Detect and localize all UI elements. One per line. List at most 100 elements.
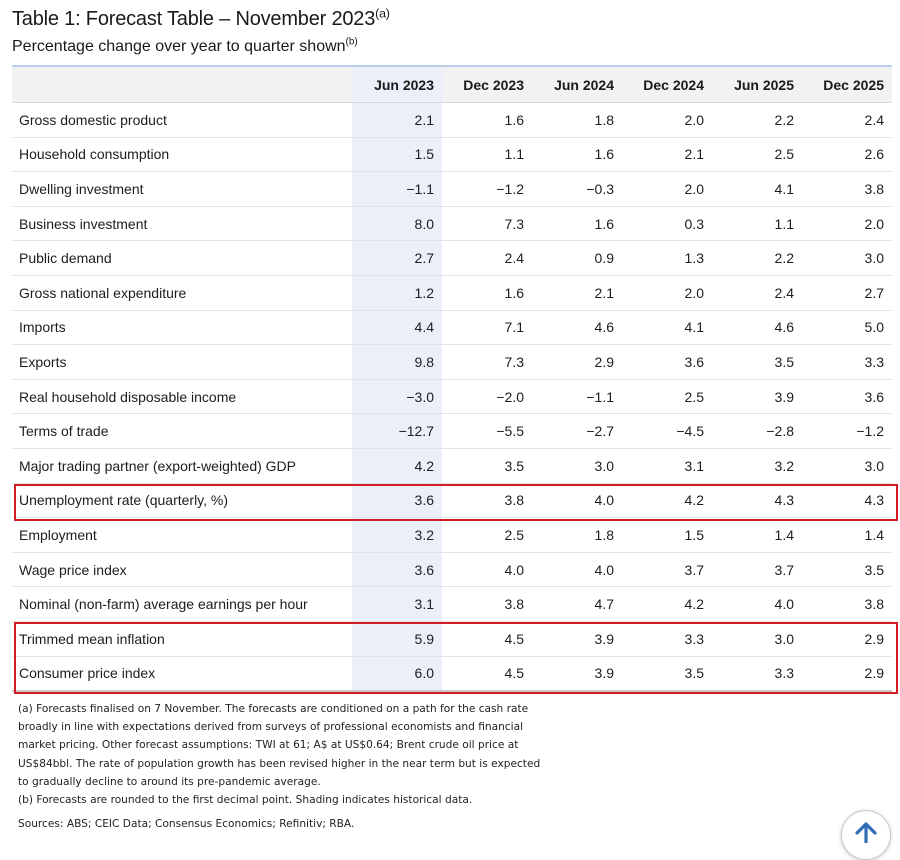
table-cell: −4.5 xyxy=(622,413,712,449)
footnote-a-line: (a) Forecasts finalised on 7 November. T… xyxy=(18,703,529,715)
footnote-b: (b) Forecasts are rounded to the first d… xyxy=(18,794,473,807)
table-row: Imports 4.4 7.1 4.6 4.1 4.6 5.0 xyxy=(12,310,892,346)
table-cell: 3.2 xyxy=(352,517,442,553)
table-cell: −1.1 xyxy=(532,379,622,415)
table-cell: 3.3 xyxy=(712,656,802,693)
row-label: Public demand xyxy=(12,240,352,276)
table-cell: 3.6 xyxy=(352,552,442,588)
row-label: Nominal (non-farm) average earnings per … xyxy=(12,586,352,622)
row-label: Terms of trade xyxy=(12,413,352,449)
table-row: Gross domestic product 2.1 1.6 1.8 2.0 2.2 2.4 xyxy=(12,102,892,138)
table-cell: 2.0 xyxy=(622,102,712,138)
scroll-to-top-button[interactable] xyxy=(841,810,891,860)
table-cell: −1.1 xyxy=(352,171,442,207)
table-cell: 2.5 xyxy=(622,379,712,415)
table-subtitle: Percentage change over year to quarter s… xyxy=(12,36,358,56)
row-label: Trimmed mean inflation xyxy=(12,621,352,657)
table-cell: 3.8 xyxy=(802,171,892,207)
table-cell: 5.9 xyxy=(352,621,442,657)
table-cell: 1.4 xyxy=(802,517,892,553)
table-cell: −2.0 xyxy=(442,379,532,415)
table-cell: 3.9 xyxy=(532,656,622,693)
column-header: Jun 2024 xyxy=(532,67,622,103)
table-title-text: Table 1: Forecast Table – November 2023 xyxy=(12,8,376,30)
table-cell: 7.3 xyxy=(442,206,532,242)
table-cell: 3.6 xyxy=(802,379,892,415)
table-cell: 2.9 xyxy=(802,656,892,693)
table-cell: 3.8 xyxy=(442,586,532,622)
table-cell: −2.7 xyxy=(532,413,622,449)
table-cell: 2.2 xyxy=(712,240,802,276)
table-cell: 1.2 xyxy=(352,275,442,311)
table-cell: 2.4 xyxy=(802,102,892,138)
table-row: Employment 3.2 2.5 1.8 1.5 1.4 1.4 xyxy=(12,517,892,553)
table-cell: 1.6 xyxy=(532,137,622,173)
table-cell: −1.2 xyxy=(442,171,532,207)
table-cell: 1.5 xyxy=(622,517,712,553)
table-cell: 4.7 xyxy=(532,586,622,622)
table-title: Table 1: Forecast Table – November 2023(… xyxy=(12,7,390,31)
table-cell: 1.4 xyxy=(712,517,802,553)
table-cell: 7.3 xyxy=(442,344,532,380)
table-cell: 1.6 xyxy=(442,275,532,311)
table-row: Terms of trade −12.7 −5.5 −2.7 −4.5 −2.8 −1.2 xyxy=(12,413,892,449)
subtitle-footnote-mark: (b) xyxy=(345,36,358,48)
footnote-a-line: market pricing. Other forecast assumptio… xyxy=(18,739,519,752)
row-label: Gross domestic product xyxy=(12,102,352,138)
table-cell: 3.0 xyxy=(532,448,622,484)
table-row: Nominal (non-farm) average earnings per … xyxy=(12,586,892,622)
table-cell: 3.8 xyxy=(442,483,532,519)
table-body: Gross domestic product 2.1 1.6 1.8 2.0 2.2 2.4… xyxy=(12,102,892,693)
table-cell: 1.6 xyxy=(442,102,532,138)
table-row: Unemployment rate (quarterly, %) 3.6 3.8 4.… xyxy=(12,483,892,519)
table-cell: 3.1 xyxy=(352,586,442,622)
table-cell: 1.1 xyxy=(712,206,802,242)
table-cell: 3.8 xyxy=(802,586,892,622)
footnote-a: (a) Forecasts finalised on 7 November. T… xyxy=(18,700,578,791)
table-cell: 3.0 xyxy=(802,240,892,276)
row-label: Exports xyxy=(12,344,352,380)
table-cell: 2.9 xyxy=(802,621,892,657)
table-cell: 2.0 xyxy=(622,275,712,311)
table-cell: 5.0 xyxy=(802,310,892,346)
forecast-table: Jun 2023 Dec 2023 Jun 2024 Dec 2024 Jun 2025… xyxy=(12,67,892,693)
table-cell: 2.7 xyxy=(352,240,442,276)
table-cell: 1.8 xyxy=(532,517,622,553)
table-cell: 4.5 xyxy=(442,656,532,693)
table-row: Gross national expenditure 1.2 1.6 2.1 2.0 2.… xyxy=(12,275,892,311)
row-label: Gross national expenditure xyxy=(12,275,352,311)
table-header-row: Jun 2023 Dec 2023 Jun 2024 Dec 2024 Jun 2025… xyxy=(12,67,892,103)
table-cell: 3.7 xyxy=(712,552,802,588)
table-cell: 2.5 xyxy=(442,517,532,553)
table-cell: 3.0 xyxy=(802,448,892,484)
table-row: Major trading partner (export-weighted) … xyxy=(12,448,892,484)
column-header: Dec 2025 xyxy=(802,67,892,103)
table-cell: 3.6 xyxy=(352,483,442,519)
row-label: Dwelling investment xyxy=(12,171,352,207)
row-label: Consumer price index xyxy=(12,656,352,693)
table-cell: 4.0 xyxy=(532,552,622,588)
table-cell: 3.2 xyxy=(712,448,802,484)
table-row: Trimmed mean inflation 5.9 4.5 3.9 3.3 3.0 2.9 xyxy=(12,621,892,657)
table-cell: 4.2 xyxy=(352,448,442,484)
table-cell: 3.0 xyxy=(712,621,802,657)
table-cell: 2.6 xyxy=(802,137,892,173)
table-cell: 3.5 xyxy=(442,448,532,484)
table-cell: 2.5 xyxy=(712,137,802,173)
table-cell: −3.0 xyxy=(352,379,442,415)
column-header: Dec 2023 xyxy=(442,67,532,103)
row-label: Imports xyxy=(12,310,352,346)
table-cell: 8.0 xyxy=(352,206,442,242)
table-cell: −0.3 xyxy=(532,171,622,207)
table-cell: 2.2 xyxy=(712,102,802,138)
table-cell: 3.5 xyxy=(802,552,892,588)
table-cell: 9.8 xyxy=(352,344,442,380)
highlight-box-inflation xyxy=(14,622,898,695)
table-cell: 1.8 xyxy=(532,102,622,138)
column-header: Jun 2023 xyxy=(352,67,442,103)
column-header: Dec 2024 xyxy=(622,67,712,103)
table-cell: 2.4 xyxy=(442,240,532,276)
footnotes: (a) Forecasts finalised on 7 November. T… xyxy=(18,700,578,809)
row-label: Unemployment rate (quarterly, %) xyxy=(12,483,352,519)
row-label: Real household disposable income xyxy=(12,379,352,415)
